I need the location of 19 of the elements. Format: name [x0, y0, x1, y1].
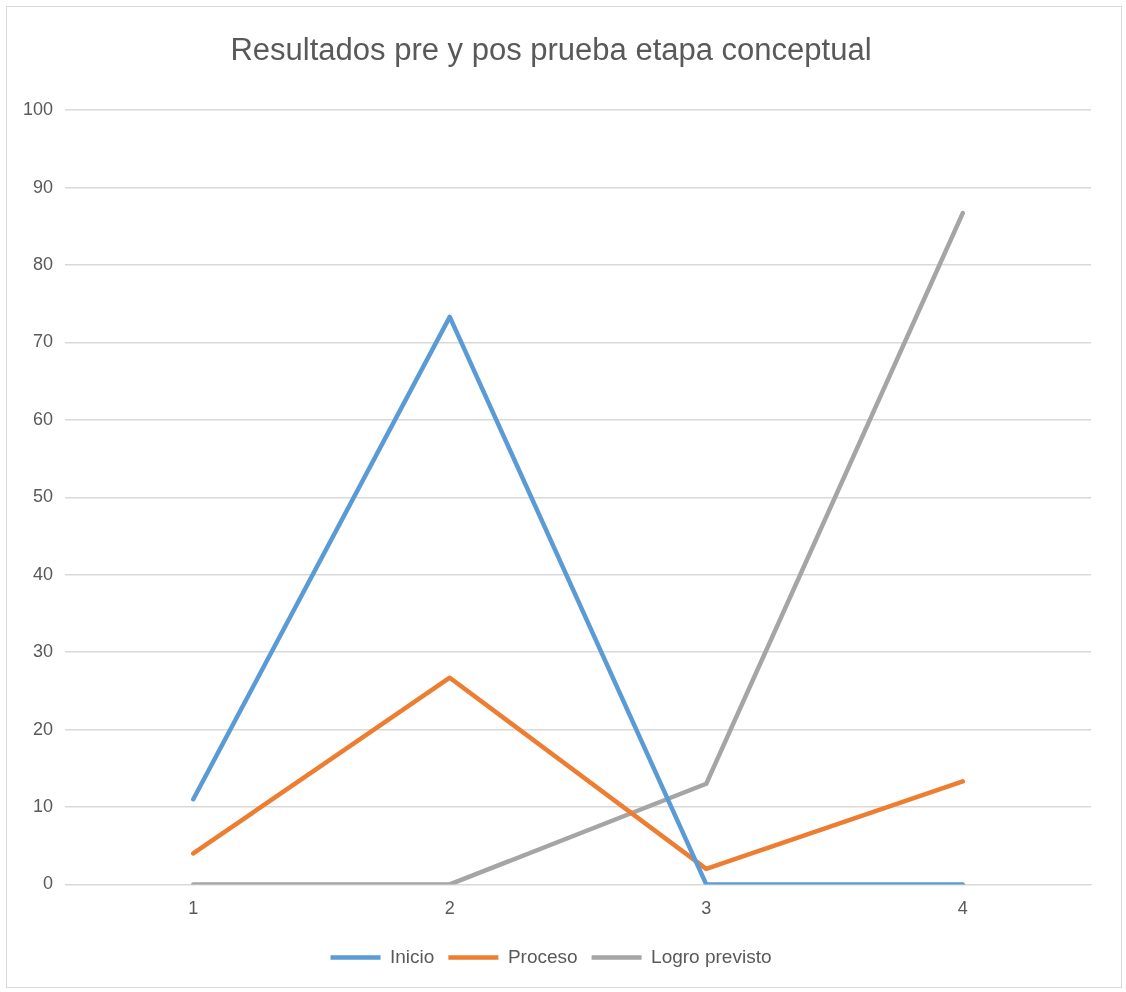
legend-label: Proceso: [507, 945, 578, 967]
y-tick-label: 10: [33, 795, 54, 816]
x-tick-label: 4: [957, 898, 968, 919]
legend-label: Inicio: [390, 945, 435, 967]
chart-title: Resultados pre y pos prueba etapa conceptual: [230, 32, 872, 68]
y-tick-label: 50: [33, 486, 54, 507]
y-tick-label: 70: [33, 331, 54, 352]
y-tick-label: 30: [33, 641, 54, 662]
legend-label: Logro previsto: [651, 945, 772, 967]
y-tick-label: 60: [33, 408, 54, 429]
x-tick-label: 3: [701, 898, 712, 919]
x-tick-label: 2: [444, 898, 455, 919]
y-tick-label: 80: [33, 254, 54, 275]
y-tick-label: 0: [43, 873, 54, 894]
x-tick-label: 1: [188, 898, 199, 919]
y-tick-label: 40: [33, 563, 54, 584]
y-tick-label: 100: [22, 99, 54, 120]
y-tick-label: 20: [33, 718, 54, 739]
y-tick-label: 90: [33, 176, 54, 197]
